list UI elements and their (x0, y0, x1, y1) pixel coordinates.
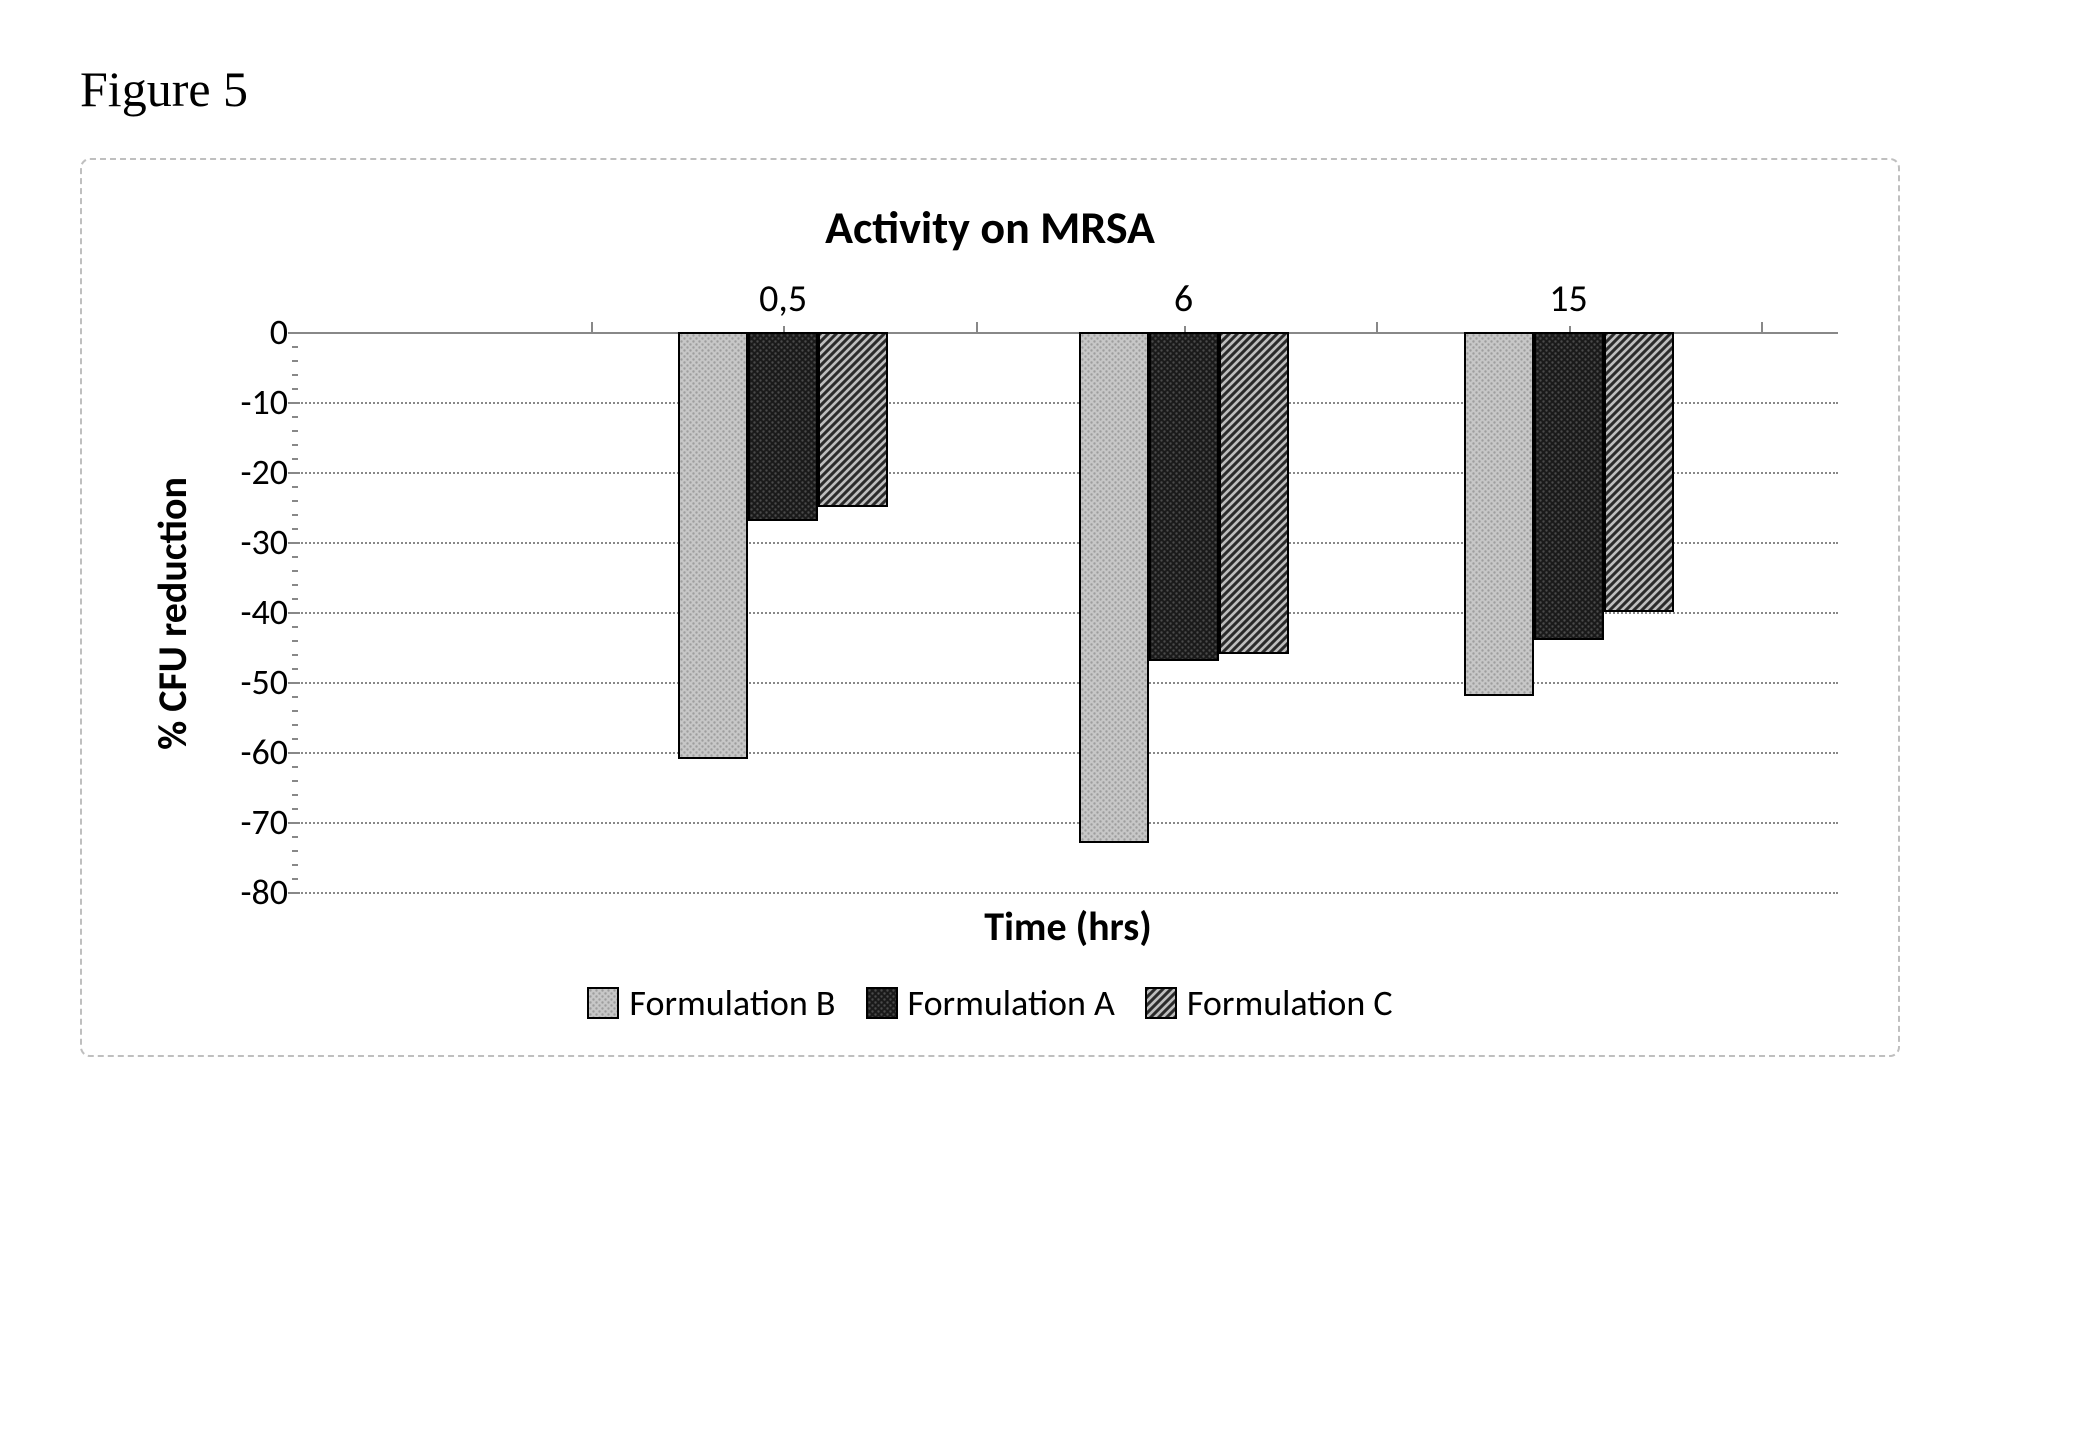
gridline (298, 892, 1838, 894)
gridline (298, 682, 1838, 684)
legend-item: Formulation B (587, 981, 835, 1025)
y-tick-minor (292, 640, 298, 642)
y-tick-major (288, 892, 298, 894)
y-tick-minor (292, 836, 298, 838)
y-tick-minor (292, 878, 298, 880)
x-tick-major (1761, 322, 1763, 332)
x-tick-major (976, 322, 978, 332)
y-tick-major (288, 682, 298, 684)
y-tick-minor (292, 598, 298, 600)
y-tick-minor (292, 738, 298, 740)
y-tick-minor (292, 780, 298, 782)
bar (1604, 332, 1674, 612)
gridline (298, 752, 1838, 754)
bar (748, 332, 818, 521)
y-tick-minor (292, 388, 298, 390)
y-tick-minor (292, 528, 298, 530)
y-tick-major (288, 612, 298, 614)
y-tick-minor (292, 458, 298, 460)
y-tick-major (288, 542, 298, 544)
y-tick-major (288, 752, 298, 754)
x-tick-major (1376, 322, 1378, 332)
y-tick-minor (292, 584, 298, 586)
y-axis-label-wrap: % CFU reduction (142, 276, 202, 951)
y-tick-major (288, 402, 298, 404)
legend-label: Formulation A (908, 981, 1115, 1025)
y-tick-minor (292, 360, 298, 362)
y-tick-minor (292, 556, 298, 558)
x-axis-label: Time (hrs) (298, 902, 1838, 951)
y-tick-minor (292, 514, 298, 516)
y-tick-minor (292, 696, 298, 698)
y-tick-minor (292, 570, 298, 572)
y-tick-minor (292, 500, 298, 502)
legend-item: Formulation A (866, 981, 1115, 1025)
y-tick-minor (292, 444, 298, 446)
y-tick-minor (292, 766, 298, 768)
bar (1464, 332, 1534, 696)
legend-swatch (866, 987, 898, 1019)
y-tick-major (288, 472, 298, 474)
bar (1079, 332, 1149, 843)
legend: Formulation B Formulation A Formulation C (142, 981, 1838, 1025)
y-tick-minor (292, 864, 298, 866)
y-tick-minor (292, 486, 298, 488)
gridline (298, 822, 1838, 824)
bar (1534, 332, 1604, 640)
y-tick-minor (292, 374, 298, 376)
legend-item: Formulation C (1145, 981, 1393, 1025)
legend-label: Formulation C (1187, 981, 1393, 1025)
legend-label: Formulation B (629, 981, 835, 1025)
y-tick-minor (292, 430, 298, 432)
y-tick-minor (292, 710, 298, 712)
y-tick-minor (292, 808, 298, 810)
y-tick-major (288, 332, 298, 334)
category-labels: 0,5 6 15 (298, 276, 1838, 332)
chart-title: Activity on MRSA (142, 200, 1838, 256)
y-tick-minor (292, 794, 298, 796)
chart-container: Activity on MRSA % CFU reduction 0-10-20… (80, 158, 1900, 1057)
bar (1149, 332, 1219, 661)
x-tick-major (591, 322, 593, 332)
y-axis-ticks: 0-10-20-30-40-50-60-70-80 (202, 332, 298, 892)
y-tick-minor (292, 346, 298, 348)
y-tick-minor (292, 626, 298, 628)
category-label: 0,5 (759, 276, 807, 322)
y-tick-minor (292, 850, 298, 852)
legend-swatch (587, 987, 619, 1019)
gridline (298, 612, 1838, 614)
category-label: 6 (1174, 276, 1193, 322)
figure-caption: Figure 5 (80, 60, 2002, 118)
y-tick-major (288, 822, 298, 824)
plot-area (298, 332, 1838, 892)
y-tick-minor (292, 416, 298, 418)
y-tick-minor (292, 668, 298, 670)
y-tick-minor (292, 654, 298, 656)
bar (818, 332, 888, 507)
bar (678, 332, 748, 759)
bar (1219, 332, 1289, 654)
y-axis-label: % CFU reduction (148, 477, 197, 750)
legend-swatch (1145, 987, 1177, 1019)
y-tick-minor (292, 724, 298, 726)
category-label: 15 (1549, 276, 1588, 322)
